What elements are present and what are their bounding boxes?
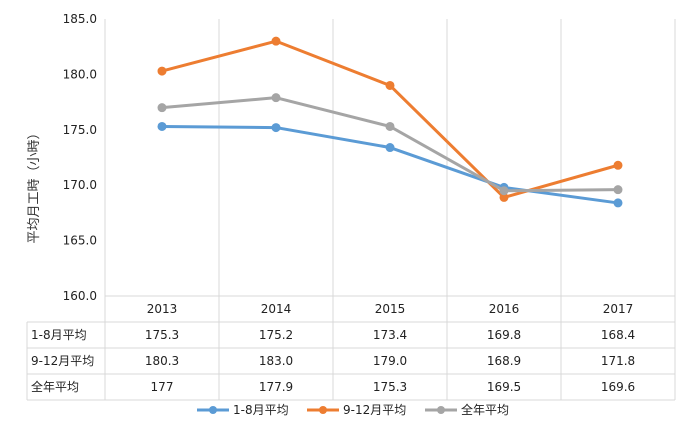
x-tick-label: 2017 <box>603 302 634 316</box>
x-tick-label: 2015 <box>375 302 406 316</box>
table-cell: 169.6 <box>601 380 635 394</box>
x-tick-label: 2014 <box>261 302 292 316</box>
legend-label: 1-8月平均 <box>233 403 289 417</box>
table-cell: 171.8 <box>601 354 635 368</box>
legend: 1-8月平均 9-12月平均 全年平均 <box>197 402 509 417</box>
grid <box>104 19 676 400</box>
table-cell: 175.3 <box>145 328 179 342</box>
table-cell: 175.3 <box>373 380 407 394</box>
data-point <box>157 103 167 113</box>
y-tick-label: 185.0 <box>63 12 97 26</box>
series-layer <box>157 36 623 208</box>
legend-label: 全年平均 <box>461 402 509 417</box>
data-point <box>385 121 395 131</box>
y-axis: 平均月工時（小時） 160.0 165.0 170.0 175.0 180.0 185.0 <box>27 12 97 303</box>
table-cell: 183.0 <box>259 354 293 368</box>
data-point <box>385 80 395 90</box>
table-cell: 169.8 <box>487 328 521 342</box>
y-tick-label: 180.0 <box>63 67 97 81</box>
data-point <box>499 186 509 196</box>
data-point <box>613 198 623 208</box>
data-point <box>385 143 395 153</box>
data-point <box>271 123 281 133</box>
data-point <box>271 93 281 103</box>
legend-label: 9-12月平均 <box>343 403 406 417</box>
x-tick-label: 2016 <box>489 302 520 316</box>
y-tick-label: 160.0 <box>63 289 97 303</box>
legend-marker <box>319 406 327 414</box>
table-cell: 180.3 <box>145 354 179 368</box>
table-cell: 169.5 <box>487 380 521 394</box>
legend-marker <box>437 406 445 414</box>
legend-marker <box>209 406 217 414</box>
table-cell: 177.9 <box>259 380 293 394</box>
y-tick-label: 165.0 <box>63 234 97 248</box>
table-cell: 168.4 <box>601 328 635 342</box>
data-point <box>271 36 281 46</box>
series-line <box>160 39 620 199</box>
y-axis-label: 平均月工時（小時） <box>27 126 42 243</box>
data-table: 2013 2014 2015 2016 2017 1-8月平均 175.3 175.2 173.… <box>26 295 675 401</box>
y-tick-label: 170.0 <box>63 178 97 192</box>
table-cell: 179.0 <box>373 354 407 368</box>
x-tick-label: 2013 <box>147 302 178 316</box>
table-cell: 173.4 <box>373 328 407 342</box>
data-point <box>157 66 167 76</box>
table-row-header: 9-12月平均 <box>31 354 94 368</box>
table-cell: 177 <box>151 380 174 394</box>
data-point <box>613 185 623 195</box>
data-point <box>157 121 167 131</box>
data-point <box>613 160 623 170</box>
y-tick-label: 175.0 <box>63 123 97 137</box>
table-row-header: 1-8月平均 <box>31 328 87 342</box>
table-cell: 175.2 <box>259 328 293 342</box>
table-row-header: 全年平均 <box>31 379 79 394</box>
table-cell: 168.9 <box>487 354 521 368</box>
